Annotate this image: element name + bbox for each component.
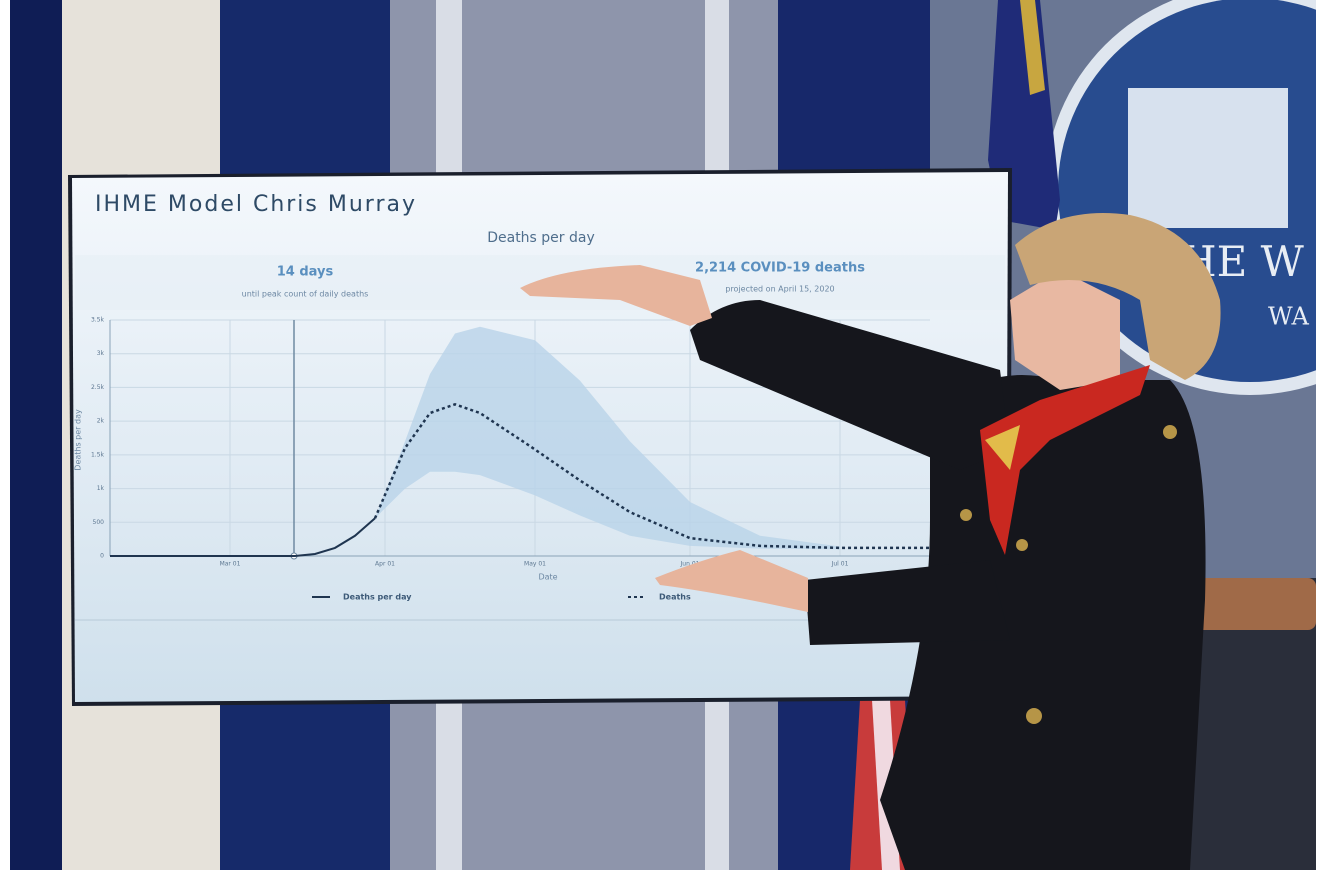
screen-title: IHME Model Chris Murray — [95, 192, 417, 217]
x-tick-label: Jul 01 — [831, 561, 849, 568]
y-axis-title: Deaths per day — [74, 409, 83, 471]
button — [1163, 425, 1177, 439]
button — [1016, 539, 1028, 551]
x-tick-label: Mar 01 — [220, 561, 241, 568]
chart-subtitle: Deaths per day — [487, 230, 595, 246]
legend-label: Deaths per day — [343, 593, 412, 602]
annotation-headline: 14 days — [277, 265, 334, 280]
y-tick-label: 3.5k — [91, 317, 105, 324]
x-tick-label: Apr 01 — [375, 561, 395, 568]
y-tick-label: 3k — [97, 350, 105, 357]
button — [960, 509, 972, 521]
y-tick-label: 2k — [97, 418, 105, 425]
y-tick-label: 1.5k — [91, 451, 105, 458]
podium-top — [1190, 578, 1316, 630]
y-tick-label: 1k — [97, 485, 105, 492]
page: {"chart_data": {"type": "line", "title":… — [0, 0, 1338, 875]
x-tick-label: May 01 — [524, 561, 546, 568]
seal-text: WA — [1268, 303, 1309, 331]
annotation-text: projected on April 15, 2020 — [725, 285, 834, 294]
annotation-text: until peak count of daily deaths — [242, 290, 369, 299]
photo: HE W WA IHME Model Chris Murray Deaths p… — [0, 0, 1338, 875]
y-tick-label: 2.5k — [91, 384, 105, 391]
x-axis-title: Date — [538, 573, 557, 582]
button — [1026, 708, 1042, 724]
curtain — [10, 0, 65, 870]
white-house — [1128, 88, 1288, 228]
annotation-headline: 2,214 COVID-19 deaths — [695, 261, 865, 276]
y-tick-label: 500 — [93, 519, 105, 526]
y-tick-label: 0 — [100, 553, 104, 560]
legend-label: Deaths — [659, 593, 691, 602]
